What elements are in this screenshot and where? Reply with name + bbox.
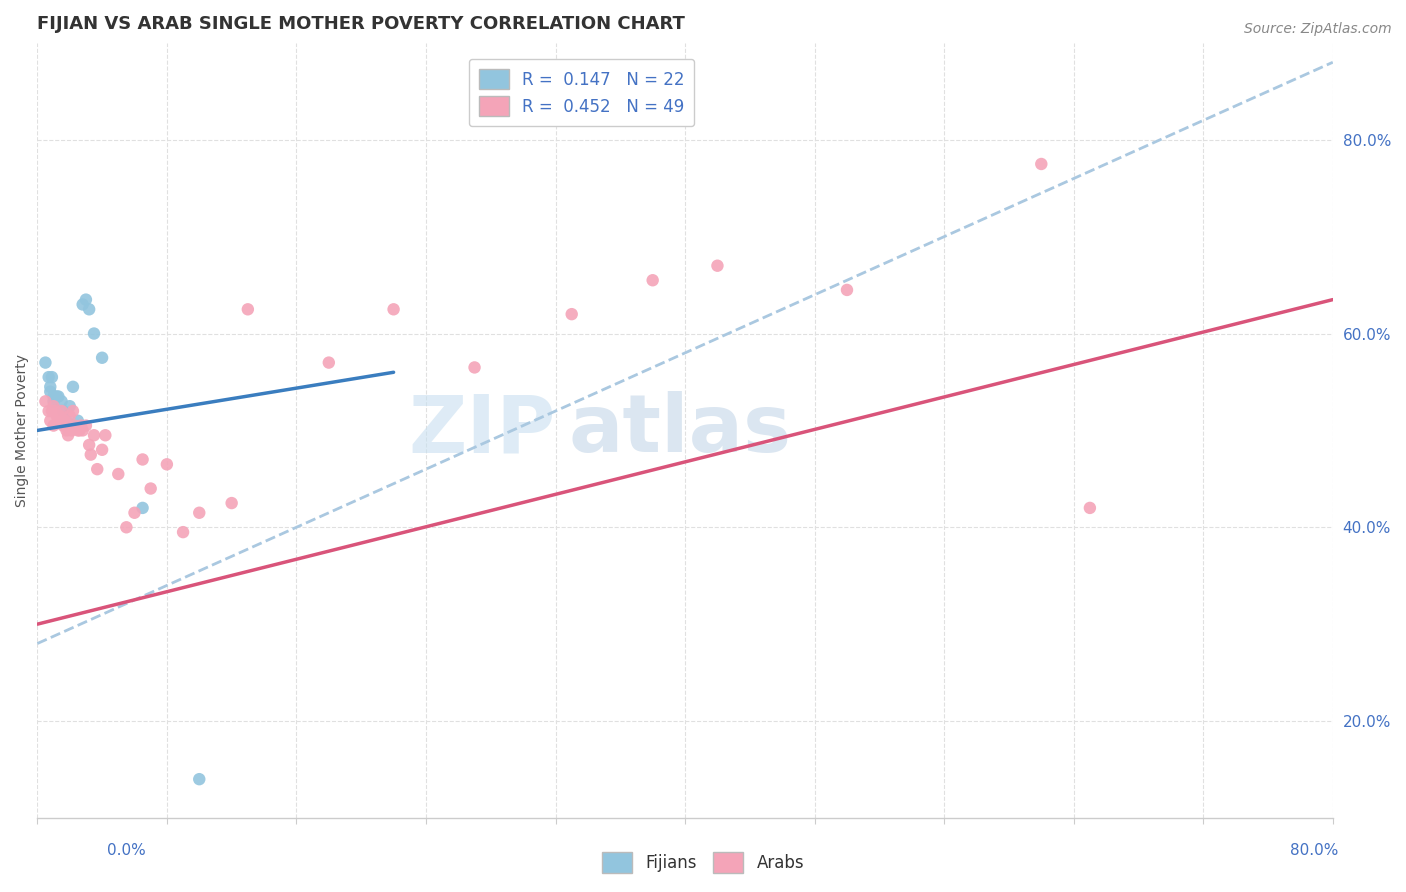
Point — [382, 302, 405, 317]
Point — [77, 302, 100, 317]
Point — [55, 424, 77, 438]
Point — [221, 496, 243, 510]
Point — [55, 414, 77, 428]
Point — [236, 302, 259, 317]
Point — [124, 506, 146, 520]
Point — [42, 399, 65, 413]
Point — [34, 355, 56, 369]
Point — [49, 409, 72, 423]
Point — [62, 380, 84, 394]
Legend: Fijians, Arabs: Fijians, Arabs — [595, 846, 811, 880]
Point — [38, 370, 60, 384]
Point — [67, 424, 90, 438]
Point — [59, 409, 82, 423]
Point — [561, 307, 583, 321]
Point — [52, 404, 75, 418]
Point — [51, 404, 73, 418]
Point — [91, 442, 114, 457]
Point — [83, 326, 105, 341]
Point — [52, 418, 75, 433]
Text: 80.0%: 80.0% — [1291, 843, 1339, 858]
Point — [66, 414, 89, 428]
Point — [62, 404, 84, 418]
Point — [131, 500, 153, 515]
Point — [44, 404, 66, 418]
Text: atlas: atlas — [568, 392, 792, 469]
Point — [641, 273, 664, 287]
Point — [706, 259, 728, 273]
Y-axis label: Single Mother Poverty: Single Mother Poverty — [15, 354, 30, 507]
Point — [115, 520, 138, 534]
Point — [172, 525, 194, 540]
Point — [45, 390, 67, 404]
Point — [94, 428, 117, 442]
Point — [70, 418, 93, 433]
Point — [63, 418, 86, 433]
Point — [75, 293, 97, 307]
Point — [464, 360, 486, 375]
Point — [318, 355, 340, 369]
Point — [91, 351, 114, 365]
Point — [48, 390, 70, 404]
Point — [66, 424, 89, 438]
Point — [60, 424, 83, 438]
Point — [72, 297, 94, 311]
Point — [39, 380, 62, 394]
Text: 0.0%: 0.0% — [107, 843, 146, 858]
Point — [38, 404, 60, 418]
Point — [51, 394, 73, 409]
Point — [188, 772, 211, 787]
Point — [48, 414, 70, 428]
Point — [83, 428, 105, 442]
Point — [41, 404, 63, 418]
Point — [39, 414, 62, 428]
Legend: R =  0.147   N = 22, R =  0.452   N = 49: R = 0.147 N = 22, R = 0.452 N = 49 — [468, 59, 695, 127]
Point — [72, 424, 94, 438]
Text: FIJIAN VS ARAB SINGLE MOTHER POVERTY CORRELATION CHART: FIJIAN VS ARAB SINGLE MOTHER POVERTY COR… — [38, 15, 685, 33]
Point — [77, 438, 100, 452]
Point — [59, 399, 82, 413]
Point — [107, 467, 129, 481]
Point — [156, 458, 179, 472]
Point — [75, 418, 97, 433]
Point — [34, 394, 56, 409]
Point — [39, 384, 62, 399]
Point — [1078, 500, 1101, 515]
Point — [42, 390, 65, 404]
Point — [188, 506, 211, 520]
Point — [131, 452, 153, 467]
Point — [80, 448, 103, 462]
Point — [139, 482, 162, 496]
Point — [42, 418, 65, 433]
Point — [53, 414, 76, 428]
Text: ZIP: ZIP — [408, 392, 555, 469]
Point — [42, 394, 65, 409]
Text: Source: ZipAtlas.com: Source: ZipAtlas.com — [1244, 22, 1392, 37]
Point — [41, 370, 63, 384]
Point — [1031, 157, 1053, 171]
Point — [835, 283, 858, 297]
Point — [45, 409, 67, 423]
Point — [56, 428, 79, 442]
Point — [86, 462, 108, 476]
